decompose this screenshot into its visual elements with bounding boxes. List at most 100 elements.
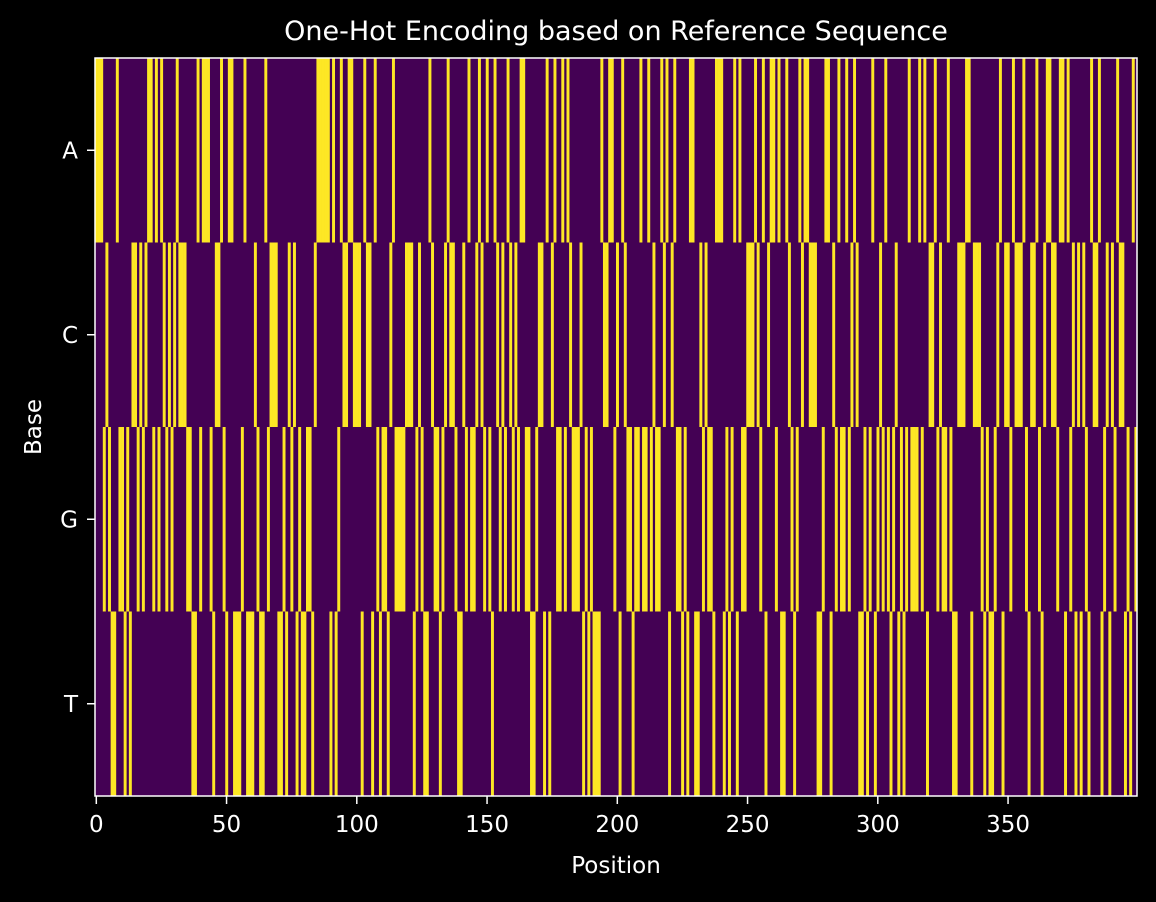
heatmap-cell bbox=[97, 58, 101, 243]
heatmap-cell bbox=[790, 427, 794, 612]
heatmap-cell bbox=[936, 427, 940, 612]
heatmap-cell bbox=[386, 611, 390, 796]
heatmap-cell bbox=[644, 427, 648, 612]
heatmap-cell bbox=[821, 427, 825, 612]
heatmap-cell bbox=[910, 427, 914, 612]
heatmap-cell bbox=[102, 427, 106, 612]
heatmap-cell bbox=[587, 611, 591, 796]
heatmap-cell bbox=[902, 611, 906, 796]
heatmap-cell bbox=[412, 611, 416, 796]
heatmap-cell bbox=[324, 58, 328, 243]
heatmap-cell bbox=[897, 611, 901, 796]
heatmap-cell bbox=[608, 58, 612, 243]
heatmap-cell bbox=[1090, 58, 1094, 243]
heatmap-cell bbox=[675, 427, 679, 612]
heatmap-cell bbox=[832, 242, 836, 427]
heatmap-cell bbox=[884, 58, 888, 243]
heatmap-cell bbox=[798, 58, 802, 243]
heatmap-cell bbox=[428, 58, 432, 243]
heatmap-cell bbox=[201, 58, 205, 243]
heatmap-cell bbox=[602, 242, 606, 427]
heatmap-cell bbox=[160, 58, 164, 243]
y-tick-label: A bbox=[62, 138, 78, 164]
heatmap-cell bbox=[483, 427, 487, 612]
heatmap-cell bbox=[498, 427, 502, 612]
heatmap-cell bbox=[152, 427, 156, 612]
heatmap-cell bbox=[785, 58, 789, 243]
heatmap-cell bbox=[889, 611, 893, 796]
heatmap-cell bbox=[519, 58, 523, 243]
heatmap-cell bbox=[264, 58, 268, 243]
heatmap-cell bbox=[1043, 242, 1047, 427]
heatmap-cell bbox=[415, 427, 419, 612]
heatmap-cell bbox=[946, 58, 950, 243]
heatmap-cell bbox=[108, 427, 111, 612]
heatmap-cell bbox=[824, 58, 828, 243]
heatmap-cell bbox=[980, 427, 984, 612]
heatmap-cell bbox=[665, 58, 669, 243]
heatmap-cell bbox=[506, 58, 510, 243]
heatmap-cell bbox=[774, 427, 778, 612]
heatmap-cell bbox=[332, 58, 336, 243]
heatmap-cell bbox=[845, 58, 849, 243]
heatmap-cell bbox=[965, 58, 969, 243]
heatmap-cell bbox=[751, 242, 755, 427]
heatmap-cell bbox=[912, 427, 916, 612]
heatmap-cell bbox=[840, 427, 843, 612]
heatmap-cell bbox=[360, 611, 364, 796]
heatmap-cell bbox=[879, 242, 883, 427]
heatmap-cell bbox=[819, 611, 823, 796]
heatmap-cell bbox=[527, 427, 531, 612]
heatmap-cell bbox=[540, 242, 544, 427]
heatmap-cell bbox=[631, 611, 635, 796]
heatmap-cell bbox=[253, 242, 257, 427]
heatmap-cell bbox=[592, 611, 596, 796]
heatmap-cell bbox=[931, 242, 935, 427]
heatmap-cell bbox=[272, 242, 276, 427]
heatmap-cell bbox=[795, 427, 799, 612]
x-axis-label: Position bbox=[571, 853, 661, 879]
heatmap-cell bbox=[563, 427, 567, 612]
heatmap-cell bbox=[246, 611, 250, 796]
heatmap-cell bbox=[605, 242, 609, 427]
heatmap-cell bbox=[475, 242, 479, 427]
heatmap-cell bbox=[1118, 242, 1122, 427]
heatmap-cell bbox=[566, 58, 570, 243]
heatmap-cell bbox=[618, 611, 622, 796]
heatmap-cell bbox=[131, 242, 135, 427]
heatmap-cell bbox=[222, 427, 226, 612]
heatmap-cell bbox=[162, 242, 166, 427]
heatmap-cell bbox=[1006, 242, 1010, 427]
heatmap-cell bbox=[1024, 427, 1028, 612]
heatmap-cell bbox=[1056, 427, 1060, 612]
heatmap-cell bbox=[803, 58, 807, 243]
heatmap-cell bbox=[905, 427, 909, 612]
heatmap-cell bbox=[266, 427, 270, 612]
heatmap-cell bbox=[1035, 58, 1039, 243]
heatmap-cell bbox=[449, 242, 453, 427]
heatmap-cell bbox=[220, 58, 223, 243]
heatmap-cell bbox=[769, 58, 773, 243]
heatmap-cell bbox=[855, 242, 859, 427]
heatmap-cell bbox=[517, 427, 520, 612]
heatmap-cell bbox=[524, 427, 528, 612]
heatmap-cell bbox=[954, 611, 958, 796]
heatmap-cell bbox=[1022, 58, 1026, 243]
heatmap-cell bbox=[636, 427, 640, 612]
heatmap-cell bbox=[454, 427, 458, 612]
heatmap-cell bbox=[462, 242, 466, 427]
heatmap-cell bbox=[853, 58, 857, 243]
heatmap-cell bbox=[136, 427, 140, 612]
heatmap-cell bbox=[256, 427, 260, 612]
heatmap-cell bbox=[761, 58, 765, 243]
heatmap-cell bbox=[209, 427, 213, 612]
heatmap-cell bbox=[113, 611, 117, 796]
heatmap-cell bbox=[532, 611, 536, 796]
heatmap-cell bbox=[402, 427, 406, 612]
heatmap-cell bbox=[425, 611, 429, 796]
heatmap-cell bbox=[1110, 242, 1114, 427]
heatmap-cell bbox=[337, 427, 341, 612]
heatmap-cell bbox=[394, 427, 398, 612]
